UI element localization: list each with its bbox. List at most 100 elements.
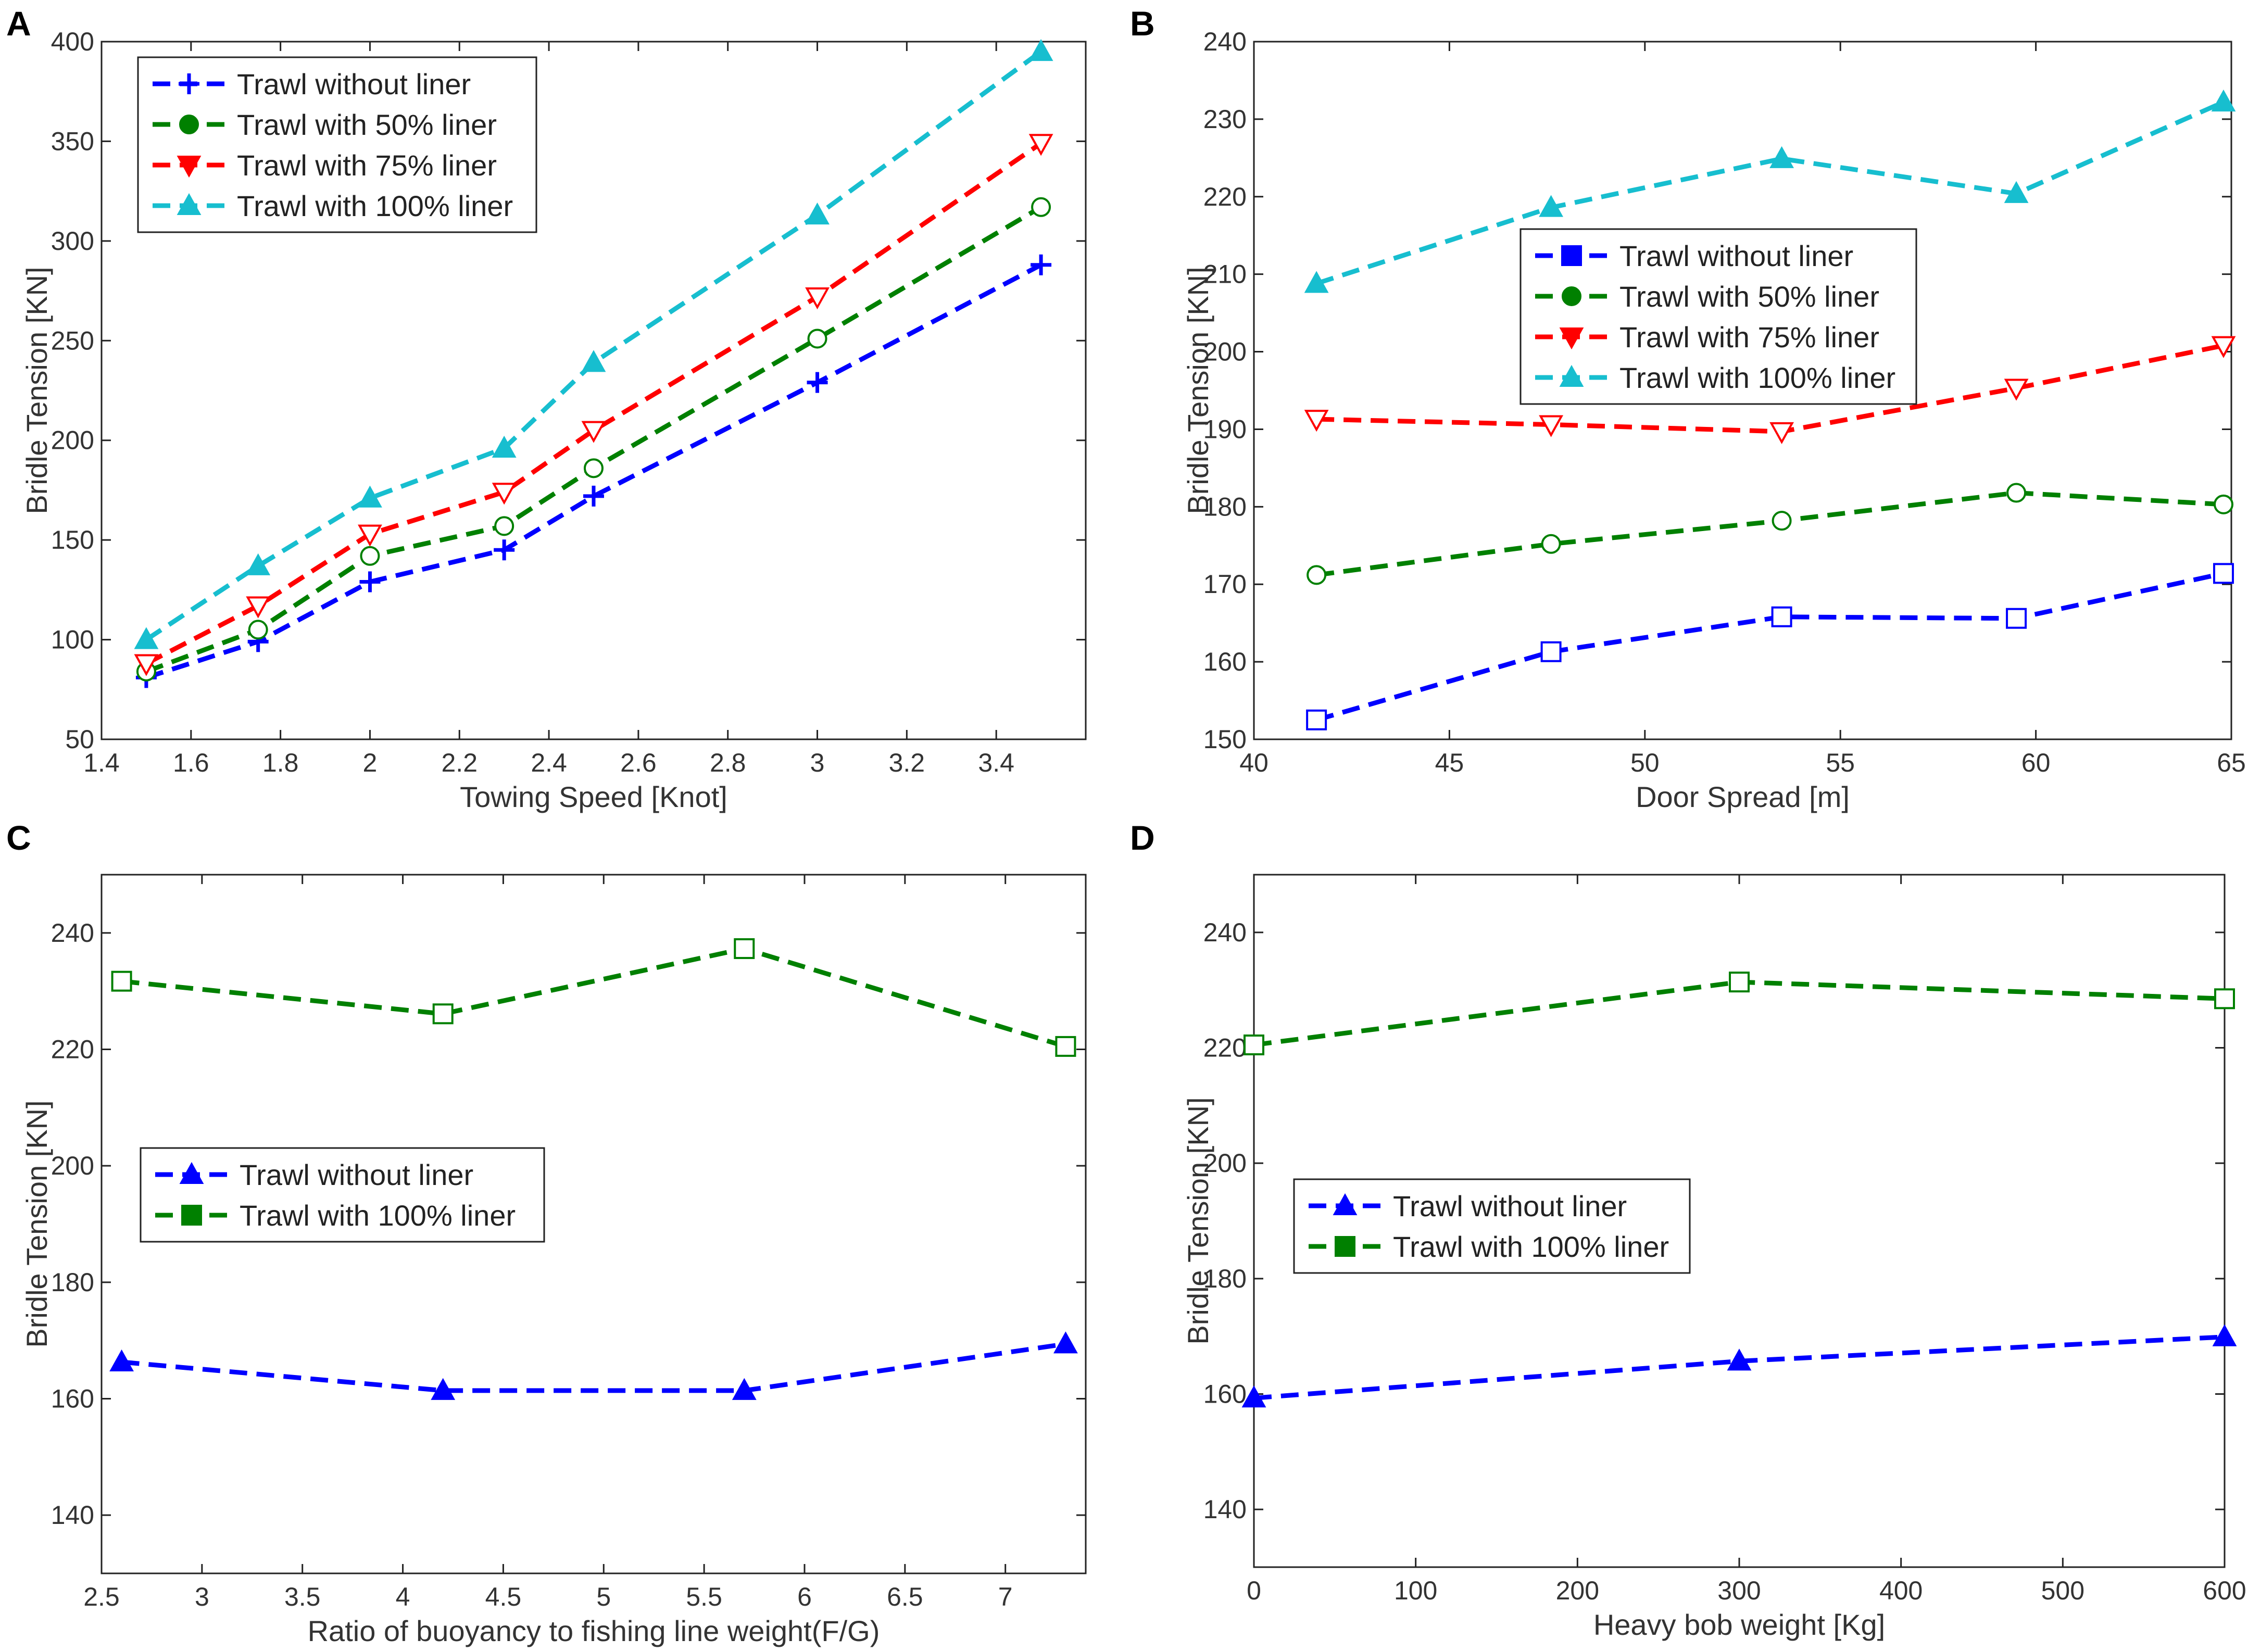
y-tick-label: 150	[51, 525, 94, 554]
marker-square	[1771, 606, 1792, 627]
series-trawl-with-75-liner	[134, 134, 1053, 676]
marker-triangle-up	[1028, 39, 1053, 61]
x-axis-label: Ratio of buoyancy to fishing line weight…	[308, 1615, 880, 1647]
y-tick-label: 230	[1203, 105, 1247, 134]
y-tick-label: 210	[1203, 260, 1247, 289]
marker-circle	[1772, 511, 1792, 531]
x-axis-label: Towing Speed [Knot]	[460, 780, 727, 813]
marker-triangle-down	[805, 287, 830, 310]
marker-triangle-down	[492, 483, 517, 505]
series-trawl-with-100-liner	[1304, 90, 2236, 293]
marker-triangle-up	[358, 485, 382, 508]
legend-label: Trawl with 50% liner	[237, 108, 497, 141]
marker-triangle-up	[1333, 1193, 1358, 1215]
chart-panel-a: A 1.4 1.6 1.8 2 2.2 2.4 2.6 2.8 3 3.2 3.4 50 100 150 20…	[6, 4, 1087, 813]
marker-square	[181, 1205, 202, 1226]
panel-letter: B	[1130, 4, 1155, 43]
series-line	[121, 1341, 1066, 1393]
marker-triangle-up	[805, 202, 830, 225]
x-tick-label: 400	[1879, 1576, 1923, 1605]
legend-label: Trawl without liner	[237, 68, 471, 100]
marker-triangle-up	[431, 1378, 456, 1400]
legend-label: Trawl with 100% liner	[237, 190, 513, 222]
marker-triangle-down	[358, 524, 382, 547]
x-tick-label: 2.4	[531, 748, 567, 777]
series-trawl-with-75-liner	[1304, 336, 2236, 445]
marker-square	[1244, 1034, 1264, 1055]
y-tick-label: 240	[51, 918, 94, 948]
legend-item: Trawl without liner	[153, 68, 471, 100]
y-axis-label: Bridle Tension [KN]	[1182, 1097, 1214, 1344]
y-axis-label: Bridle Tension [KN]	[1182, 267, 1214, 514]
series-trawl-with-100-liner	[111, 938, 1076, 1057]
legend-item: Trawl with 75% liner	[153, 149, 497, 182]
y-tick-label: 200	[51, 426, 94, 455]
y-tick-label: 250	[51, 326, 94, 355]
series-trawl-without-liner	[109, 1331, 1078, 1400]
x-tick-label: 45	[1435, 748, 1464, 777]
y-tick-label: 200	[1203, 1149, 1247, 1178]
x-tick-label: 2.2	[442, 748, 478, 777]
marker-circle	[807, 329, 827, 349]
marker-triangle-up	[1727, 1348, 1752, 1371]
marker-square	[432, 1003, 454, 1025]
y-tick-label: 240	[1203, 27, 1247, 56]
legend-label: Trawl with 75% liner	[1619, 321, 1879, 354]
marker-triangle-up	[732, 1378, 757, 1400]
x-axis-label: Heavy bob weight [Kg]	[1593, 1608, 1885, 1641]
legend-label: Trawl with 100% liner	[1393, 1230, 1669, 1263]
legend: Trawl without liner Trawl with 50% liner T…	[137, 56, 537, 233]
x-tick-label: 5	[596, 1582, 611, 1611]
x-tick-label: 4.5	[485, 1582, 522, 1611]
legend-item: Trawl without liner	[1535, 239, 1853, 272]
y-tick-label: 200	[1203, 337, 1247, 367]
marker-triangle-up	[2211, 90, 2236, 112]
series-line	[121, 946, 1066, 1049]
marker-triangle-down	[581, 421, 606, 443]
x-tick-label: 2	[363, 748, 378, 777]
marker-square	[1540, 641, 1562, 662]
y-tick-label: 140	[1203, 1495, 1247, 1524]
y-tick-label: 140	[51, 1500, 94, 1530]
legend-item: Trawl with 100% liner	[155, 1199, 516, 1232]
legend-item: Trawl without liner	[155, 1158, 473, 1191]
marker-triangle-down	[1559, 327, 1584, 350]
legend: Trawl without liner Trawl with 50% liner T…	[1519, 228, 1917, 405]
x-tick-label: 50	[1630, 748, 1660, 777]
y-axis-label: Bridle Tension [KN]	[20, 267, 53, 514]
marker-circle	[1562, 286, 1581, 306]
marker-plus	[179, 73, 199, 94]
marker-triangle-up	[134, 627, 159, 649]
x-tick-label: 2.8	[710, 748, 746, 777]
x-tick-label: 3	[810, 748, 825, 777]
legend-box	[137, 56, 537, 233]
legend-label: Trawl with 100% liner	[240, 1199, 516, 1232]
x-tick-label: 7	[998, 1582, 1013, 1611]
legend-item: Trawl with 50% liner	[153, 108, 497, 141]
marker-square	[734, 938, 755, 960]
marker-plus	[1031, 254, 1052, 275]
marker-plus	[583, 485, 604, 507]
y-tick-label: 160	[1203, 1380, 1247, 1409]
x-tick-label: 300	[1717, 1576, 1761, 1605]
x-tick-label: 600	[2203, 1576, 2246, 1605]
marker-triangle-up	[1559, 364, 1584, 387]
series-trawl-with-100-liner	[134, 39, 1053, 649]
legend: Trawl without liner Trawl with 100% liner	[140, 1147, 545, 1243]
x-tick-label: 40	[1239, 748, 1269, 777]
x-tick-label: 1.8	[262, 748, 299, 777]
x-tick-label: 200	[1556, 1576, 1599, 1605]
marker-triangle-up	[581, 350, 606, 372]
chart-panel-d: D 0 100 200 300 400 500 600 140 160 180 200 220 240 He…	[1130, 818, 2246, 1641]
series-line	[1315, 100, 2225, 286]
marker-triangle-up	[2212, 1324, 2237, 1346]
legend-label: Trawl with 100% liner	[1619, 361, 1895, 394]
marker-square	[1306, 709, 1327, 730]
x-tick-label: 3.4	[978, 748, 1014, 777]
x-tick-label: 3	[195, 1582, 209, 1611]
marker-triangle-up	[492, 435, 517, 458]
legend-box	[1519, 228, 1917, 405]
marker-triangle-up	[179, 1162, 204, 1184]
marker-plus	[494, 539, 515, 561]
